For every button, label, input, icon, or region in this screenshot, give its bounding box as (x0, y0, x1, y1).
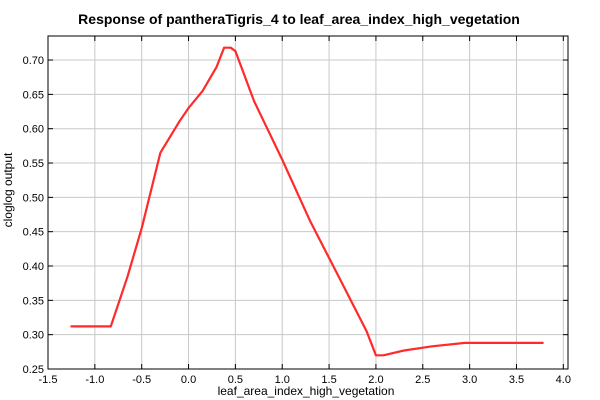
plot-frame (47, 35, 569, 370)
x-tick-label: -1.0 (85, 374, 104, 386)
y-tick-label: 0.25 (23, 364, 44, 376)
x-tick-label: -1.5 (39, 374, 58, 386)
x-axis-label: leaf_area_index_high_vegetation (218, 384, 395, 398)
x-tick-label: 2.0 (368, 374, 383, 386)
y-axis-label: cloglog output (1, 152, 15, 227)
y-tick-label: 0.30 (23, 330, 44, 342)
y-tick-label: 0.35 (23, 295, 44, 307)
y-tick-label: 0.70 (23, 55, 44, 67)
series (70, 46, 544, 357)
y-tick-label: 0.40 (23, 261, 44, 273)
x-tick-label: 2.5 (415, 374, 430, 386)
x-tick-label: 0.0 (181, 374, 196, 386)
y-tick-label: 0.65 (23, 89, 44, 101)
x-tick-label: 1.5 (321, 374, 336, 386)
x-tick-label: 3.5 (509, 374, 524, 386)
grid (47, 36, 568, 370)
x-tick-label: 0.5 (228, 374, 243, 386)
x-tick-label: 3.0 (462, 374, 477, 386)
chart-title: Response of pantheraTigris_4 to leaf_are… (78, 11, 520, 27)
x-tick-label: -0.5 (132, 374, 151, 386)
x-tick-label: 1.0 (275, 374, 290, 386)
y-tick-label: 0.55 (23, 158, 44, 170)
y-tick-label: 0.60 (23, 124, 44, 136)
y-tick-label: 0.50 (23, 192, 44, 204)
x-tick-label: 4.0 (556, 374, 571, 386)
ticks: -1.5 -1.0 -0.5 0.0 0.5 1.0 1.5 2.0 2.5 3.0 3.5 4.0 0… (23, 36, 571, 386)
y-tick-label: 0.45 (23, 227, 44, 239)
response-curve (70, 46, 544, 357)
